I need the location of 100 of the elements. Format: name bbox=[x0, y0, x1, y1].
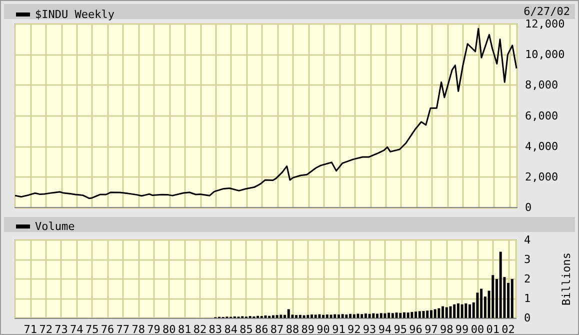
y-tick-label: 8,000 bbox=[525, 78, 558, 92]
x-tick-label: 90 bbox=[316, 323, 330, 335]
bar bbox=[322, 314, 325, 318]
bar bbox=[402, 312, 406, 318]
bar bbox=[326, 314, 328, 318]
bar bbox=[372, 313, 375, 318]
bar bbox=[445, 307, 448, 318]
x-tick-label: 93 bbox=[362, 323, 376, 335]
bar bbox=[380, 313, 382, 318]
bar bbox=[442, 306, 444, 318]
bar bbox=[456, 303, 460, 318]
x-tick-label: 01 bbox=[486, 323, 500, 335]
bar bbox=[345, 314, 348, 318]
bar bbox=[476, 292, 479, 318]
y-tick-label: 12,000 bbox=[525, 18, 565, 30]
x-tick-label: 80 bbox=[162, 323, 176, 335]
x-tick-label: 86 bbox=[255, 323, 268, 335]
y-tick-label: 2 bbox=[524, 272, 531, 286]
bar bbox=[399, 312, 402, 318]
bar bbox=[314, 314, 317, 318]
bar bbox=[349, 314, 352, 318]
bar bbox=[264, 315, 267, 318]
bar bbox=[453, 304, 456, 318]
y-axis-title: Billions bbox=[560, 252, 573, 306]
bar bbox=[310, 314, 313, 318]
x-tick-label: 85 bbox=[240, 323, 253, 335]
bar bbox=[352, 314, 356, 318]
y-tick-label: 1 bbox=[524, 292, 531, 305]
bar bbox=[468, 304, 472, 318]
bar bbox=[368, 314, 371, 318]
bar bbox=[395, 312, 398, 318]
y-tick-label: 4,000 bbox=[525, 140, 558, 153]
bar bbox=[360, 314, 364, 318]
bar bbox=[330, 314, 332, 318]
y-tick-label: 6,000 bbox=[525, 109, 558, 122]
x-tick-label: 78 bbox=[132, 323, 145, 335]
bar bbox=[334, 314, 336, 318]
x-tick-label: 82 bbox=[193, 323, 207, 335]
x-tick-label: 95 bbox=[394, 323, 408, 335]
x-tick-label: 76 bbox=[100, 323, 114, 335]
bar bbox=[280, 314, 282, 318]
y-tick-label: 10,000 bbox=[525, 48, 565, 62]
legend-label: $INDU Weekly bbox=[35, 8, 115, 21]
bar bbox=[356, 314, 360, 318]
x-tick-label: 92 bbox=[348, 323, 361, 335]
x-tick-label: 97 bbox=[424, 323, 438, 335]
legend-label: Volume bbox=[35, 220, 75, 233]
bar bbox=[391, 313, 394, 318]
x-tick-label: 84 bbox=[224, 323, 238, 335]
x-tick-label: 87 bbox=[270, 323, 284, 335]
bar bbox=[410, 312, 414, 318]
x-tick-label: 79 bbox=[147, 323, 160, 335]
x-tick-label: 81 bbox=[178, 323, 192, 335]
bar bbox=[422, 310, 425, 318]
bar bbox=[272, 315, 274, 318]
bar bbox=[418, 311, 421, 318]
x-tick-label: 73 bbox=[54, 323, 68, 335]
bar bbox=[341, 314, 344, 318]
y-tick-label: 0 bbox=[525, 201, 532, 214]
x-tick-label: 88 bbox=[286, 323, 300, 335]
bar bbox=[302, 315, 306, 318]
bar bbox=[414, 312, 418, 318]
text: 6/27/02 bbox=[524, 5, 570, 18]
x-tick-label: 94 bbox=[378, 323, 392, 335]
bar bbox=[492, 275, 494, 318]
x-tick-label: 99 bbox=[455, 323, 469, 335]
bar bbox=[337, 314, 340, 318]
x-tick-label: 96 bbox=[409, 323, 422, 335]
bar bbox=[388, 312, 390, 318]
bar bbox=[480, 288, 483, 318]
bar bbox=[430, 310, 432, 318]
bar bbox=[306, 314, 310, 318]
bar bbox=[510, 279, 514, 318]
bar bbox=[460, 304, 464, 318]
bar bbox=[406, 312, 410, 318]
y-tick-label: 0 bbox=[524, 312, 531, 324]
line-series bbox=[14, 28, 518, 200]
x-tick-label: 75 bbox=[85, 323, 99, 335]
bar bbox=[287, 309, 290, 318]
bar bbox=[384, 313, 386, 318]
x-tick-label: 72 bbox=[39, 323, 52, 335]
bar bbox=[434, 309, 436, 318]
bar bbox=[295, 315, 298, 318]
x-tick-label: 74 bbox=[70, 323, 84, 335]
bar bbox=[464, 303, 468, 318]
x-tick-label: 91 bbox=[332, 323, 346, 335]
bar bbox=[276, 315, 278, 318]
bar bbox=[376, 314, 379, 318]
bar bbox=[298, 314, 302, 318]
x-tick-label: 89 bbox=[301, 323, 315, 335]
bar bbox=[499, 252, 502, 318]
x-tick-label: 00 bbox=[470, 323, 484, 335]
x-tick-label: 83 bbox=[208, 323, 222, 335]
x-tick-label: 02 bbox=[502, 323, 515, 335]
y-tick-label: 4 bbox=[524, 234, 531, 246]
x-tick-label: 98 bbox=[440, 323, 454, 335]
y-tick-label: 2,000 bbox=[525, 170, 558, 184]
x-tick-label: 77 bbox=[116, 323, 130, 335]
bar bbox=[449, 306, 452, 318]
y-tick-label: 3 bbox=[524, 253, 531, 266]
